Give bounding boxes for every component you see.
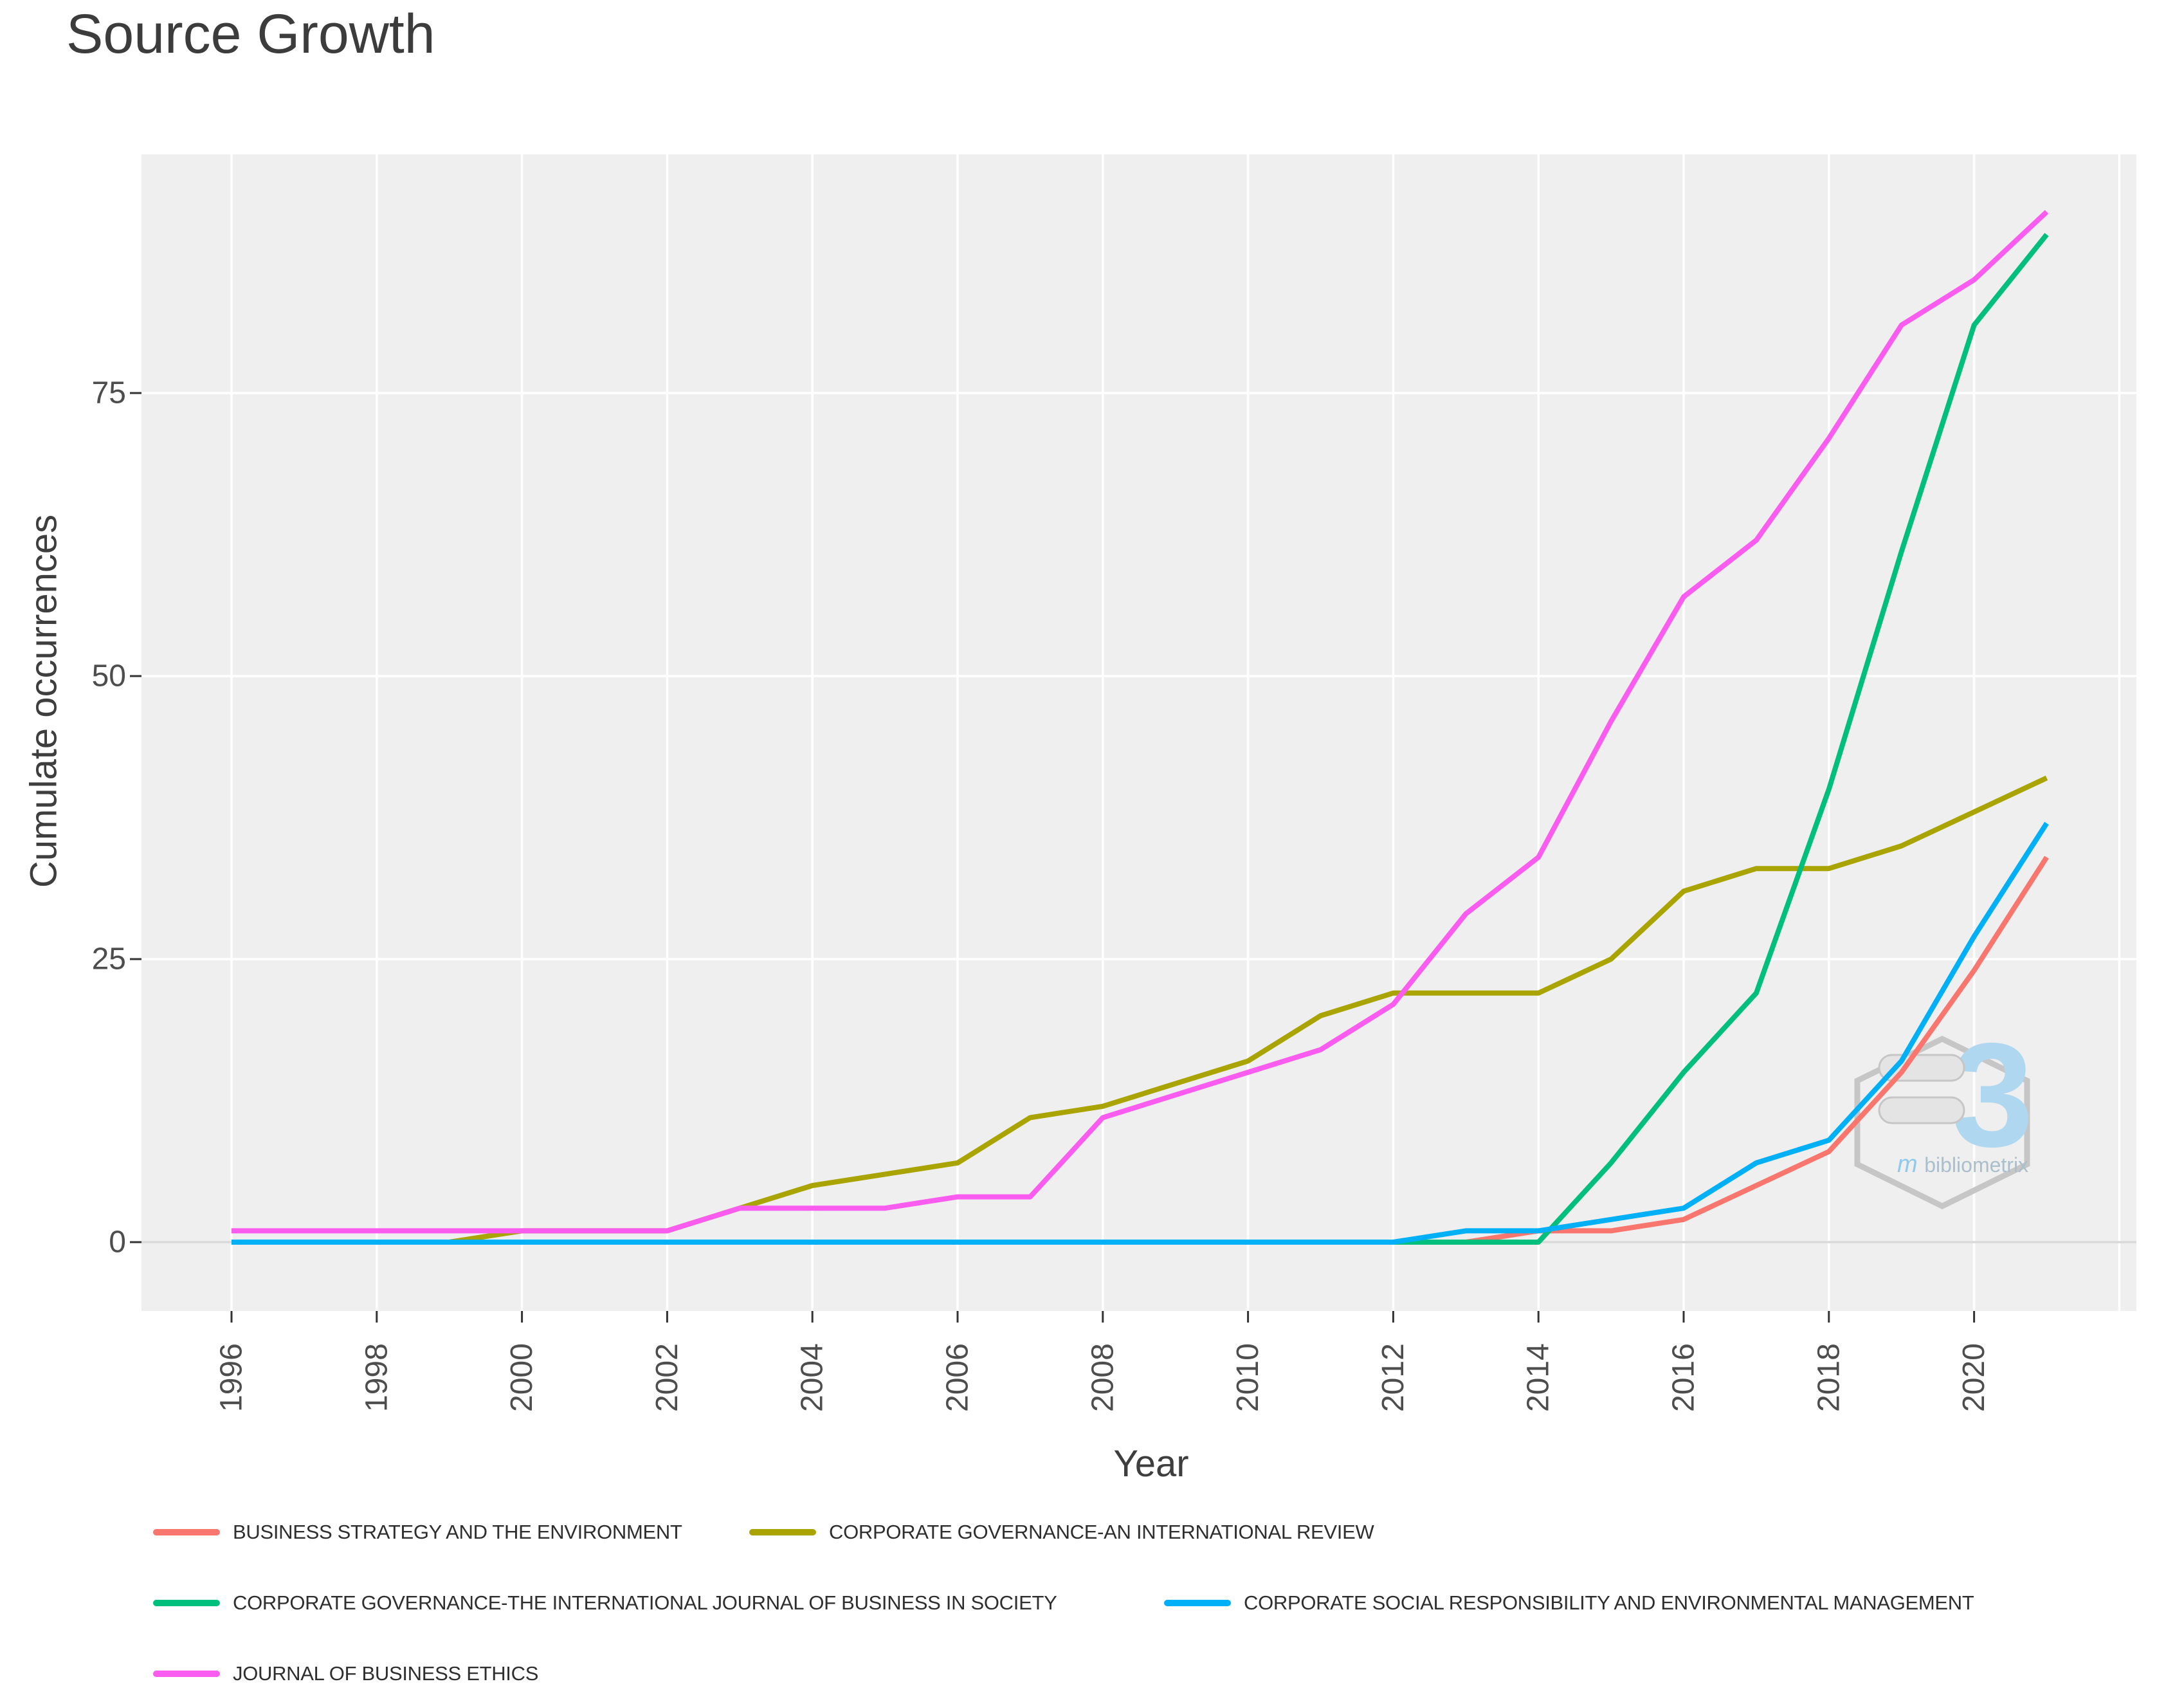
page-title: Source Growth	[66, 3, 435, 65]
legend-item-business-strategy: BUSINESS STRATEGY AND THE ENVIRONMENT	[153, 1518, 682, 1546]
watermark-logo-icon: 3	[1951, 1012, 2034, 1178]
bibliometrix-watermark: 3m bibliometrix	[1854, 1012, 2034, 1210]
x-tick-label: 2006	[941, 1343, 975, 1412]
legend-swatch-corporate-governance-review	[749, 1529, 816, 1535]
x-tick-label: 2004	[796, 1343, 830, 1412]
watermark-hexagon-icon	[1854, 1035, 2030, 1210]
watermark-bar-icon	[1878, 1096, 1965, 1124]
legend-label: CORPORATE GOVERNANCE-THE INTERNATIONAL J…	[233, 1591, 1057, 1614]
y-tick-label: 0	[109, 1225, 126, 1260]
y-axis-title: Cumulate occurrences	[23, 515, 65, 888]
series-line-4	[232, 210, 2049, 1234]
x-tick-label: 2000	[505, 1343, 539, 1412]
y-tick-label: 75	[92, 376, 126, 410]
y-tick-label: 50	[92, 659, 126, 693]
legend-swatch-corporate-governance-society	[153, 1600, 220, 1606]
x-tick-label: 2002	[650, 1343, 684, 1412]
x-tick-label: 1998	[359, 1343, 394, 1412]
x-tick-label: 2008	[1086, 1343, 1120, 1412]
legend-label: CORPORATE GOVERNANCE-AN INTERNATIONAL RE…	[829, 1521, 1374, 1543]
x-tick-label: 2020	[1957, 1343, 1991, 1412]
x-tick-label: 2018	[1812, 1343, 1846, 1412]
legend-item-journal-business-ethics: JOURNAL OF BUSINESS ETHICS	[153, 1660, 538, 1688]
y-tick-label: 25	[92, 942, 126, 976]
watermark-caption: m bibliometrix	[1897, 1151, 2028, 1178]
axis-ticks-and-labels: 0 25 50 75 1996 1998 2000 2002 2004 2006 2008 2010 2…	[92, 376, 1991, 1413]
legend-swatch-business-strategy	[153, 1529, 220, 1535]
x-axis-title: Year	[1113, 1443, 1188, 1485]
legend-label: BUSINESS STRATEGY AND THE ENVIRONMENT	[233, 1521, 682, 1543]
x-tick-label: 2014	[1522, 1343, 1556, 1412]
legend-label: CORPORATE SOCIAL RESPONSIBILITY AND ENVI…	[1244, 1591, 1974, 1614]
x-tick-label: 2012	[1376, 1343, 1410, 1412]
legend-swatch-journal-business-ethics	[153, 1671, 220, 1677]
legend-item-csr-environmental-management: CORPORATE SOCIAL RESPONSIBILITY AND ENVI…	[1164, 1589, 1974, 1617]
legend-swatch-csr-environmental-management	[1164, 1600, 1231, 1606]
legend-label: JOURNAL OF BUSINESS ETHICS	[233, 1662, 539, 1685]
x-tick-label: 2016	[1667, 1343, 1701, 1412]
legend-item-corporate-governance-review: CORPORATE GOVERNANCE-AN INTERNATIONAL RE…	[749, 1518, 1374, 1546]
x-tick-label: 1996	[215, 1343, 249, 1412]
plot-panel	[141, 154, 2136, 1311]
legend-item-corporate-governance-society: CORPORATE GOVERNANCE-THE INTERNATIONAL J…	[153, 1589, 1057, 1617]
series-line-3	[232, 821, 2049, 1245]
x-tick-label: 2010	[1231, 1343, 1265, 1412]
